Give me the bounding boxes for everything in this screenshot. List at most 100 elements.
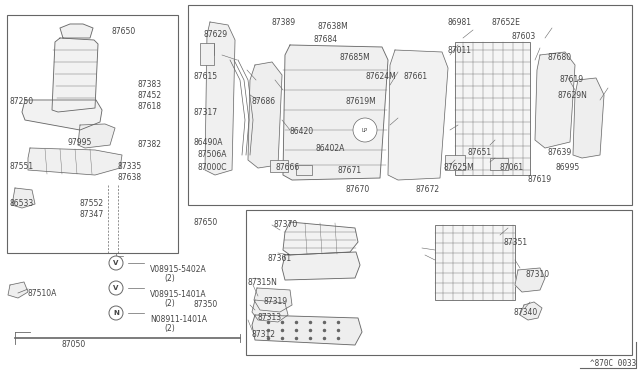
Text: 87629: 87629 bbox=[204, 30, 228, 39]
Text: 87639: 87639 bbox=[547, 148, 572, 157]
Text: 97995: 97995 bbox=[68, 138, 92, 147]
Bar bbox=[188, 5, 632, 205]
Polygon shape bbox=[8, 282, 28, 298]
Text: 87350: 87350 bbox=[193, 300, 217, 309]
Text: 87510A: 87510A bbox=[28, 289, 58, 298]
Text: V08915-1401A: V08915-1401A bbox=[150, 290, 207, 299]
Polygon shape bbox=[283, 45, 388, 180]
Bar bbox=[445, 155, 465, 170]
Text: 87335: 87335 bbox=[118, 162, 142, 171]
Text: 87650: 87650 bbox=[112, 27, 136, 36]
Polygon shape bbox=[515, 268, 545, 292]
Text: 87312: 87312 bbox=[252, 330, 276, 339]
Text: 87351: 87351 bbox=[503, 238, 527, 247]
Text: 87000C: 87000C bbox=[197, 163, 227, 172]
Text: 87361: 87361 bbox=[268, 254, 292, 263]
Text: ^870C 0033: ^870C 0033 bbox=[589, 359, 636, 368]
Text: 87551: 87551 bbox=[10, 162, 34, 171]
Text: (2): (2) bbox=[164, 299, 175, 308]
Polygon shape bbox=[248, 62, 282, 168]
Circle shape bbox=[353, 118, 377, 142]
Text: 87661: 87661 bbox=[404, 72, 428, 81]
Text: 87650: 87650 bbox=[193, 218, 217, 227]
Bar bbox=[455, 42, 530, 175]
Polygon shape bbox=[52, 38, 98, 112]
Text: 87382: 87382 bbox=[138, 140, 162, 149]
Text: 87685M: 87685M bbox=[339, 53, 370, 62]
Bar bbox=[200, 43, 214, 65]
Text: 87389: 87389 bbox=[272, 18, 296, 27]
Text: 87618: 87618 bbox=[138, 102, 162, 111]
Text: N: N bbox=[113, 310, 119, 316]
Text: 87452: 87452 bbox=[138, 91, 162, 100]
Text: (2): (2) bbox=[164, 274, 175, 283]
Text: 87680: 87680 bbox=[547, 53, 571, 62]
Circle shape bbox=[109, 306, 123, 320]
Polygon shape bbox=[520, 302, 542, 320]
Text: 87061: 87061 bbox=[499, 163, 523, 172]
Text: 87050: 87050 bbox=[62, 340, 86, 349]
Text: 87313: 87313 bbox=[258, 313, 282, 322]
Text: 87638: 87638 bbox=[118, 173, 142, 182]
Polygon shape bbox=[535, 52, 575, 148]
Text: V08915-5402A: V08915-5402A bbox=[150, 265, 207, 274]
Text: 87672: 87672 bbox=[415, 185, 439, 194]
Polygon shape bbox=[283, 222, 358, 255]
Text: 87340: 87340 bbox=[514, 308, 538, 317]
Text: 87629N: 87629N bbox=[558, 91, 588, 100]
Text: 87347: 87347 bbox=[80, 210, 104, 219]
Bar bbox=[435, 225, 515, 300]
Bar bbox=[296, 165, 312, 175]
Text: 86402A: 86402A bbox=[316, 144, 346, 153]
Polygon shape bbox=[28, 148, 122, 175]
Text: 87671: 87671 bbox=[338, 166, 362, 175]
Polygon shape bbox=[252, 315, 362, 345]
Polygon shape bbox=[254, 288, 292, 312]
Text: 86490A: 86490A bbox=[193, 138, 223, 147]
Bar bbox=[7, 15, 178, 253]
Bar bbox=[270, 160, 288, 172]
Text: 86420: 86420 bbox=[290, 127, 314, 136]
Polygon shape bbox=[205, 22, 235, 175]
Text: 87317: 87317 bbox=[193, 108, 217, 117]
Text: 87619: 87619 bbox=[559, 75, 583, 84]
Text: 87315N: 87315N bbox=[248, 278, 278, 287]
Text: 87603: 87603 bbox=[511, 32, 535, 41]
Text: 87506A: 87506A bbox=[197, 150, 227, 159]
Text: 87624M: 87624M bbox=[365, 72, 396, 81]
Text: 87552: 87552 bbox=[80, 199, 104, 208]
Polygon shape bbox=[78, 124, 115, 148]
Text: V: V bbox=[113, 260, 118, 266]
Text: 87652E: 87652E bbox=[492, 18, 521, 27]
Bar bbox=[490, 158, 508, 170]
Text: 87625M: 87625M bbox=[443, 163, 474, 172]
Text: 87310: 87310 bbox=[526, 270, 550, 279]
Text: V: V bbox=[113, 285, 118, 291]
Text: 86995: 86995 bbox=[556, 163, 580, 172]
Polygon shape bbox=[282, 252, 360, 280]
Text: 87615: 87615 bbox=[193, 72, 217, 81]
Text: 87011: 87011 bbox=[447, 46, 471, 55]
Text: 87319: 87319 bbox=[263, 297, 287, 306]
Polygon shape bbox=[573, 78, 604, 158]
Polygon shape bbox=[388, 50, 448, 180]
Text: 87638M: 87638M bbox=[318, 22, 349, 31]
Text: 87619M: 87619M bbox=[346, 97, 377, 106]
Text: N08911-1401A: N08911-1401A bbox=[150, 315, 207, 324]
Text: 86533: 86533 bbox=[10, 199, 35, 208]
Text: 87619: 87619 bbox=[528, 175, 552, 184]
Text: 87686: 87686 bbox=[252, 97, 276, 106]
Polygon shape bbox=[60, 24, 93, 38]
Bar bbox=[246, 210, 632, 355]
Text: LP: LP bbox=[362, 128, 368, 132]
Text: 87250: 87250 bbox=[10, 97, 34, 106]
Polygon shape bbox=[22, 100, 102, 130]
Text: 87651: 87651 bbox=[468, 148, 492, 157]
Text: 87383: 87383 bbox=[138, 80, 162, 89]
Circle shape bbox=[109, 256, 123, 270]
Text: 87670: 87670 bbox=[345, 185, 369, 194]
Text: 87370: 87370 bbox=[274, 220, 298, 229]
Polygon shape bbox=[12, 188, 35, 208]
Polygon shape bbox=[252, 300, 288, 322]
Text: (2): (2) bbox=[164, 324, 175, 333]
